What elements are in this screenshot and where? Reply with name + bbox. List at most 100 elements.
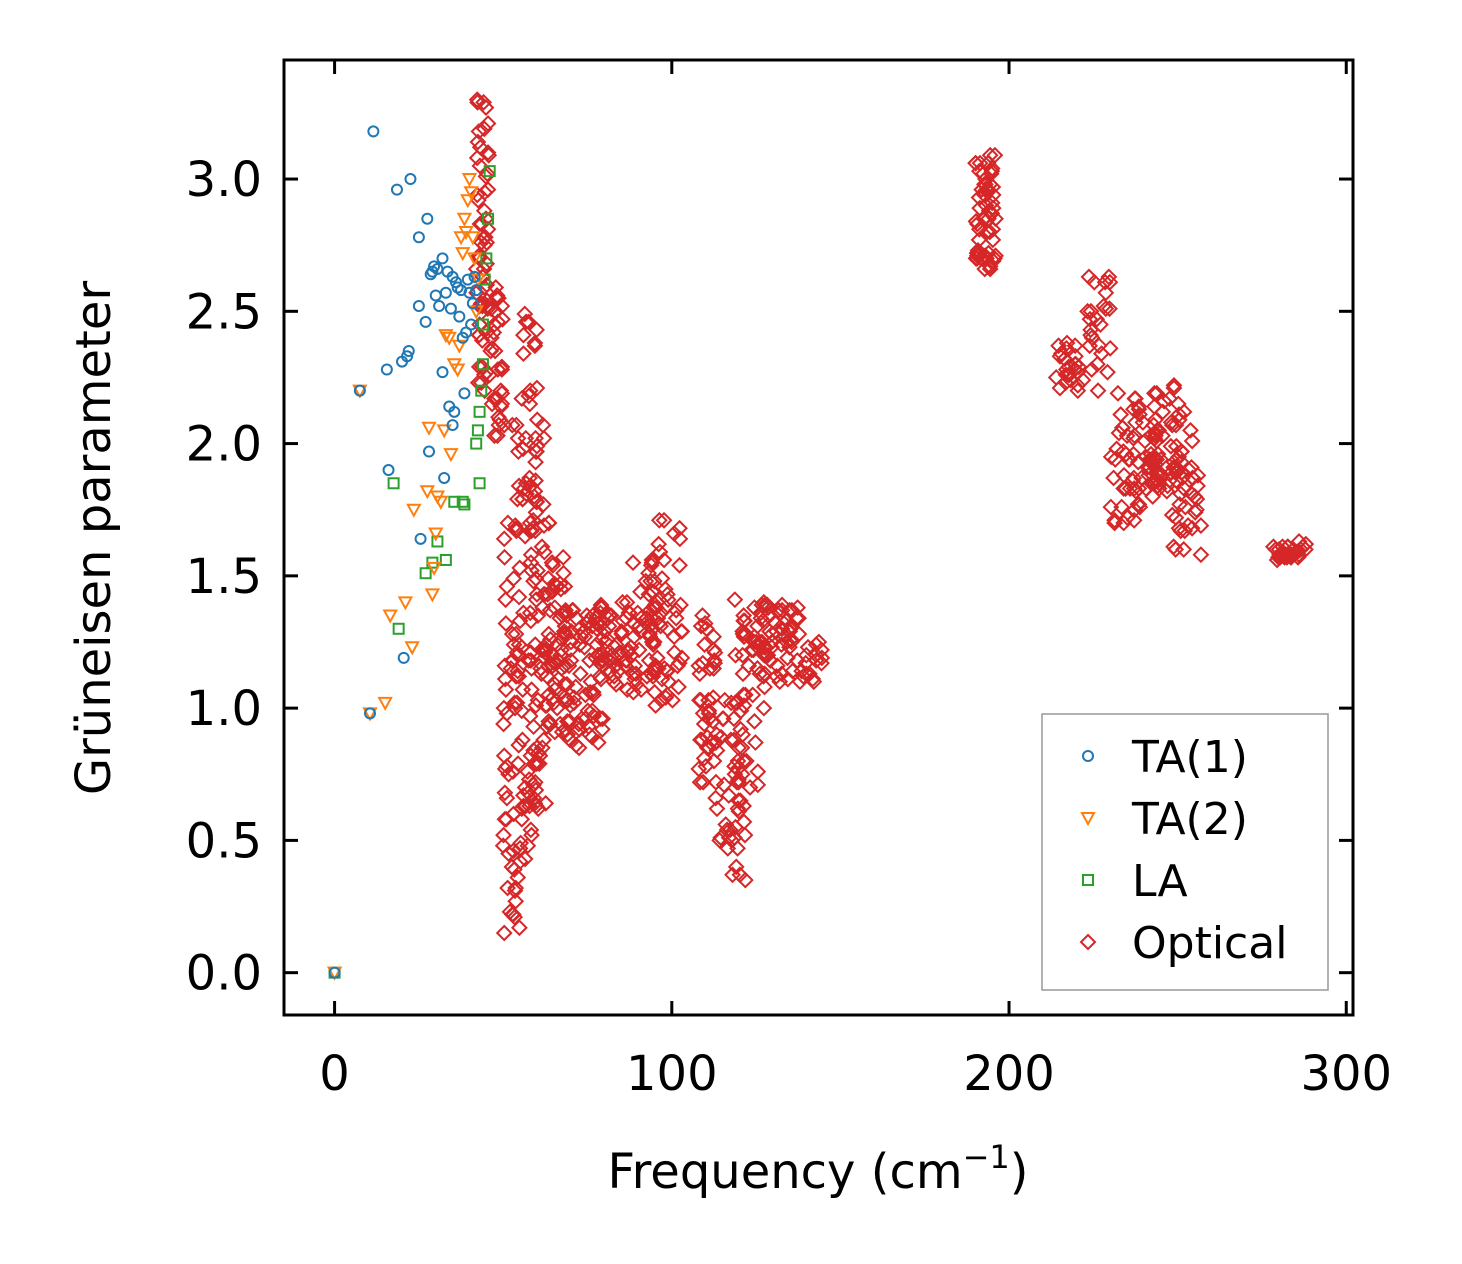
data-point bbox=[510, 667, 528, 685]
data-point bbox=[528, 585, 546, 603]
data-point bbox=[523, 562, 540, 579]
data-point bbox=[487, 302, 504, 320]
data-point bbox=[576, 628, 594, 646]
data-point bbox=[759, 646, 777, 664]
data-point bbox=[421, 212, 434, 225]
data-point bbox=[1170, 519, 1188, 537]
data-point bbox=[489, 427, 506, 445]
data-point bbox=[1163, 416, 1181, 434]
data-point bbox=[390, 183, 403, 196]
data-point bbox=[984, 199, 1002, 217]
data-point bbox=[800, 665, 818, 683]
data-point bbox=[546, 723, 564, 741]
data-point bbox=[737, 752, 755, 770]
data-point bbox=[805, 673, 823, 691]
data-point bbox=[468, 186, 486, 204]
data-point bbox=[538, 667, 556, 685]
data-point bbox=[488, 287, 506, 304]
data-point bbox=[1114, 419, 1132, 437]
data-point bbox=[1097, 300, 1115, 318]
data-point bbox=[1146, 451, 1164, 468]
data-point bbox=[755, 699, 773, 717]
data-point bbox=[535, 543, 553, 561]
data-point bbox=[735, 607, 753, 624]
data-point bbox=[513, 810, 531, 828]
data-point bbox=[692, 617, 710, 635]
data-point bbox=[517, 313, 535, 331]
data-point bbox=[510, 919, 528, 937]
data-point bbox=[1085, 273, 1103, 291]
data-point bbox=[1074, 371, 1092, 389]
data-point bbox=[537, 636, 555, 654]
plot-area bbox=[326, 91, 1315, 981]
data-point bbox=[473, 477, 486, 490]
data-point bbox=[1154, 403, 1172, 421]
data-point bbox=[494, 837, 512, 855]
data-point bbox=[759, 599, 777, 617]
data-point bbox=[630, 641, 648, 659]
legend-marker bbox=[1079, 933, 1097, 951]
data-point bbox=[556, 617, 574, 635]
data-point bbox=[455, 247, 471, 262]
data-point bbox=[501, 903, 519, 921]
data-point bbox=[552, 580, 570, 598]
y-tick-label: 2.0 bbox=[186, 417, 262, 473]
data-point bbox=[1082, 326, 1100, 344]
data-point bbox=[412, 231, 425, 244]
y-tick-label: 0.0 bbox=[186, 946, 262, 1002]
data-point bbox=[377, 696, 393, 711]
data-point bbox=[517, 474, 535, 492]
data-point bbox=[659, 585, 676, 603]
data-point bbox=[670, 678, 687, 696]
data-point bbox=[617, 652, 635, 669]
x-axis-title-main: Frequency (cm bbox=[607, 1144, 962, 1200]
data-point bbox=[1282, 548, 1300, 566]
data-point bbox=[511, 559, 529, 577]
data-point bbox=[458, 498, 471, 511]
data-point bbox=[1081, 337, 1099, 355]
data-point bbox=[537, 794, 555, 812]
data-point bbox=[441, 331, 457, 346]
data-point bbox=[509, 443, 527, 460]
data-point bbox=[367, 125, 380, 138]
data-point bbox=[1101, 339, 1119, 357]
data-point bbox=[483, 165, 496, 178]
data-point bbox=[1149, 466, 1167, 484]
data-point bbox=[730, 802, 748, 820]
data-point bbox=[522, 787, 540, 804]
data-point bbox=[548, 636, 566, 654]
data-point bbox=[1092, 316, 1109, 333]
data-point bbox=[1129, 453, 1147, 471]
data-point bbox=[671, 556, 688, 574]
data-point bbox=[653, 570, 671, 587]
data-point bbox=[722, 694, 740, 712]
data-point bbox=[419, 315, 432, 328]
legend: TA(1) TA(2) LA Optical bbox=[1041, 713, 1329, 991]
data-point bbox=[969, 242, 987, 259]
data-point bbox=[1106, 511, 1123, 529]
data-point bbox=[690, 760, 708, 778]
data-point bbox=[1126, 390, 1144, 408]
data-point bbox=[983, 160, 1001, 177]
data-point bbox=[650, 511, 668, 529]
data-point bbox=[690, 657, 708, 675]
data-point bbox=[514, 440, 532, 458]
data-point bbox=[513, 800, 531, 818]
data-point bbox=[470, 273, 486, 288]
data-point bbox=[548, 699, 566, 717]
data-point bbox=[453, 310, 466, 323]
data-point bbox=[526, 482, 544, 500]
data-point bbox=[1079, 302, 1097, 320]
data-point bbox=[767, 667, 785, 685]
data-point bbox=[541, 601, 559, 619]
data-point bbox=[664, 691, 681, 709]
data-point bbox=[519, 837, 537, 855]
data-point bbox=[705, 641, 723, 659]
data-point bbox=[968, 215, 986, 233]
data-point bbox=[584, 607, 602, 624]
data-point bbox=[773, 596, 791, 614]
data-point bbox=[583, 728, 601, 746]
data-point bbox=[652, 604, 670, 622]
data-point bbox=[711, 831, 729, 849]
